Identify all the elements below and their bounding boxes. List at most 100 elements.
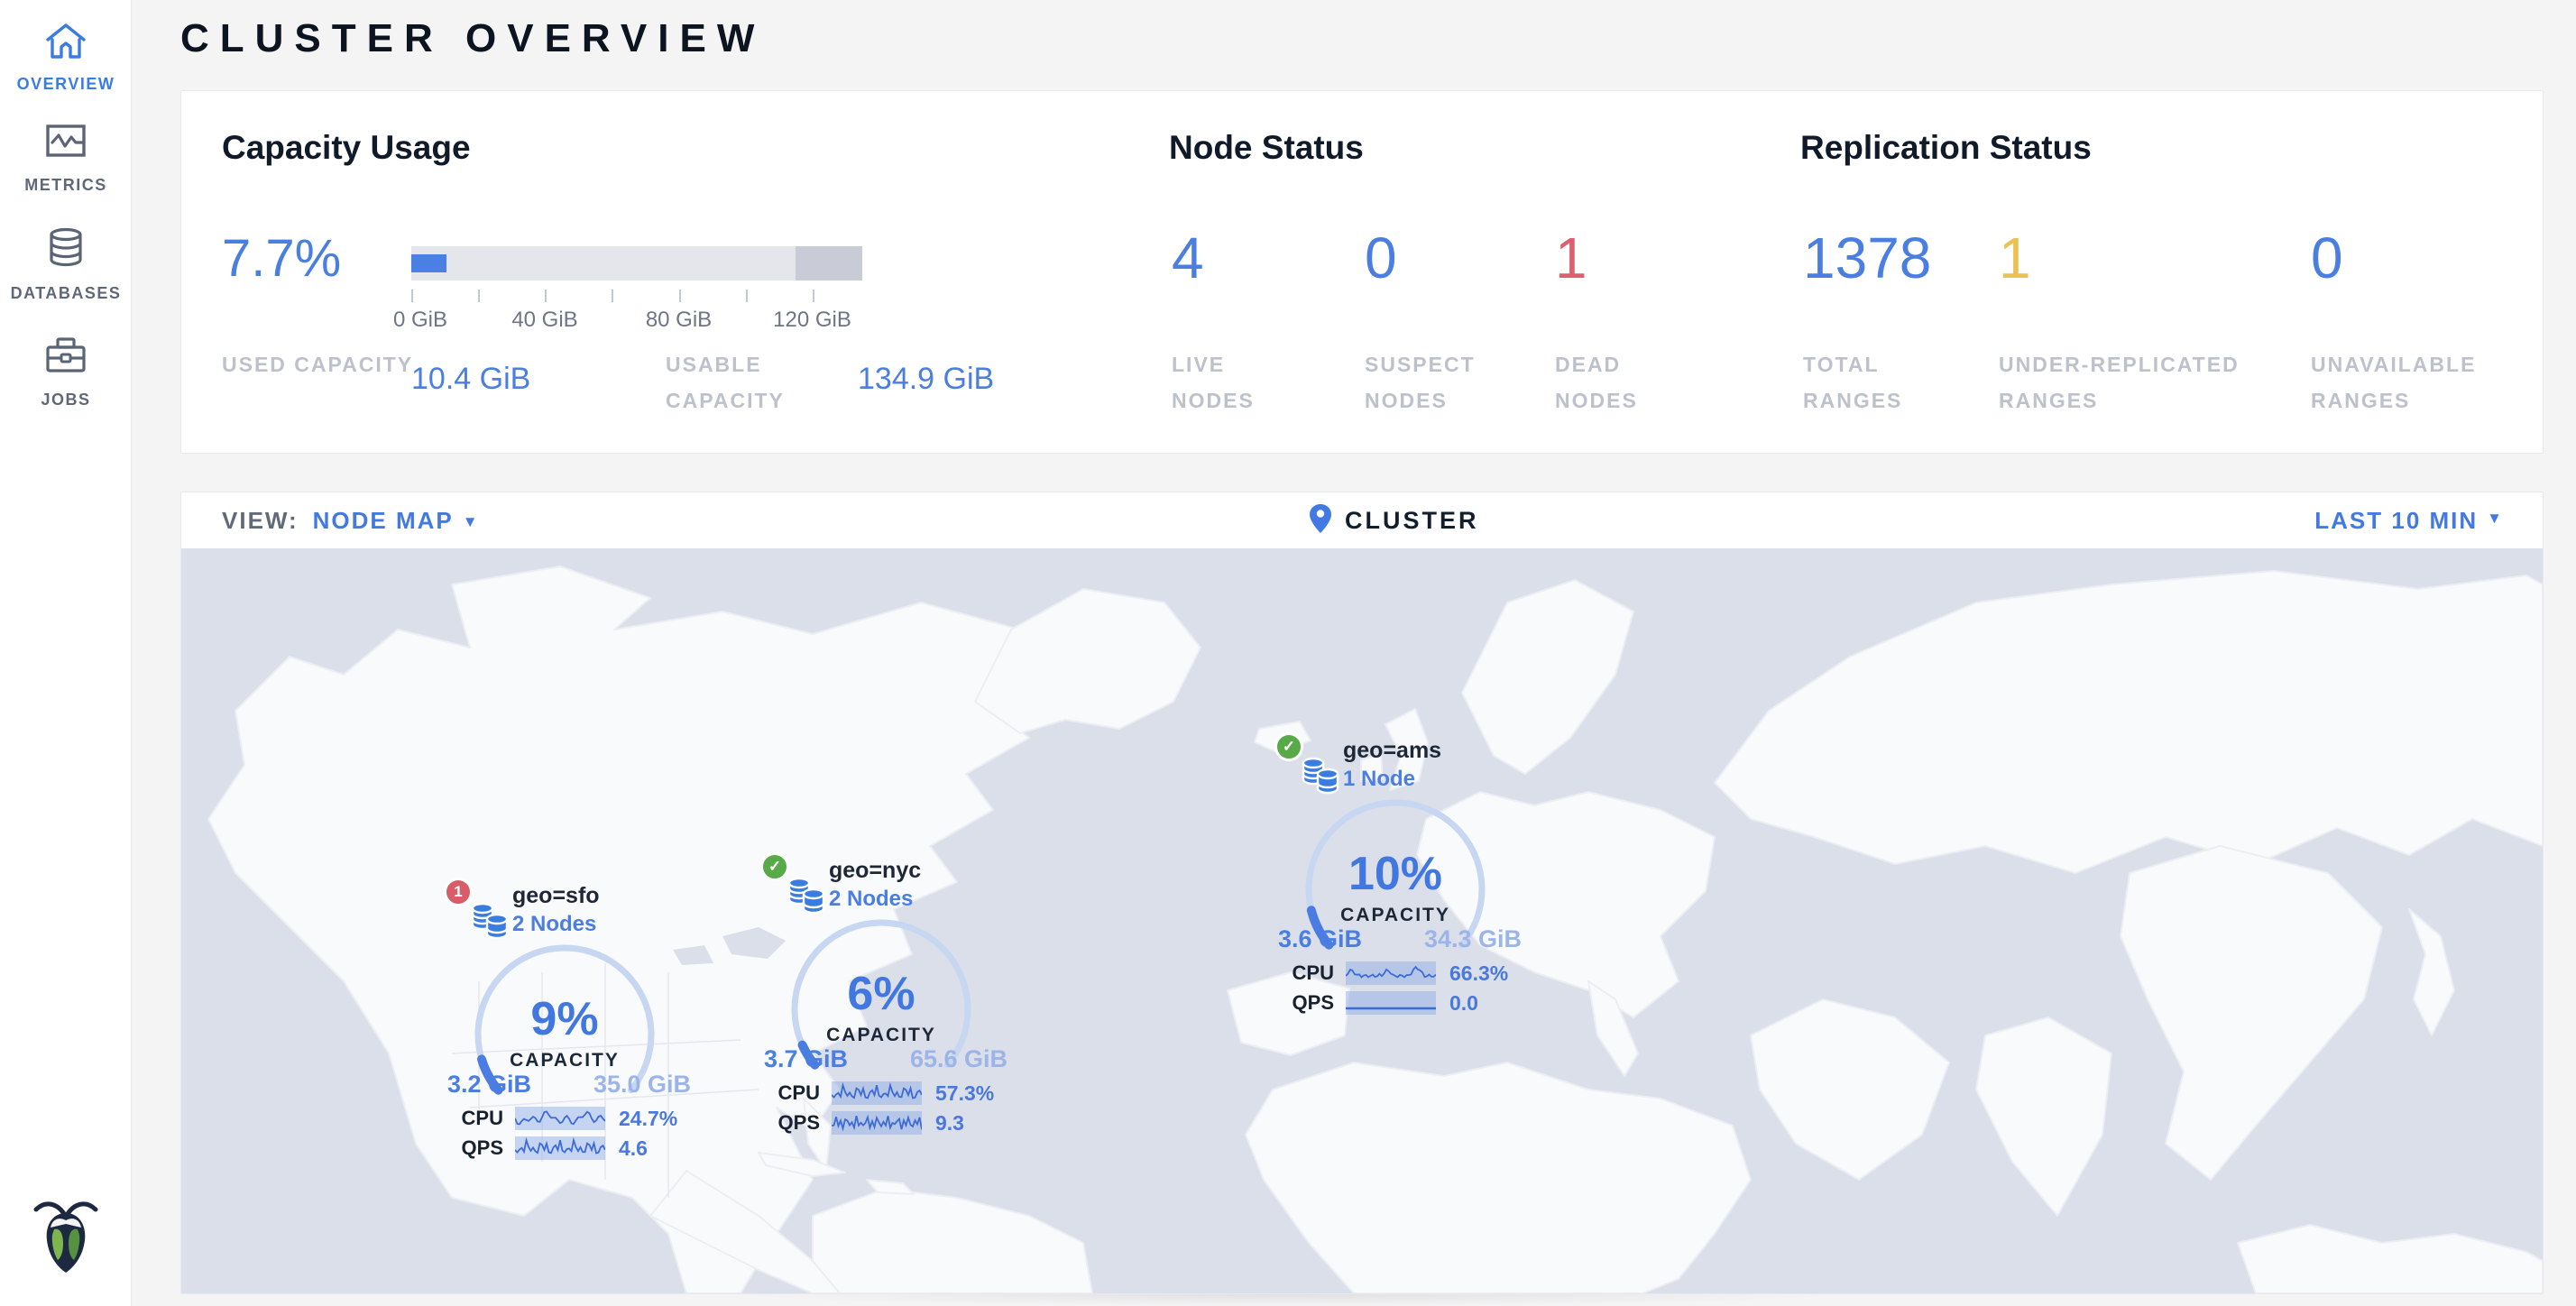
under-replicated-label: UNDER-REPLICATED RANGES — [1999, 353, 2240, 413]
sidebar-item-label: JOBS — [41, 391, 91, 409]
node-locality: geo=nyc — [829, 858, 922, 883]
chevron-down-icon: ▼ — [2487, 510, 2502, 527]
used-capacity-label: USED CAPACITY — [222, 353, 414, 376]
under-replicated-count: 1 — [1999, 225, 2031, 290]
svg-text:CAPACITY: CAPACITY — [826, 1025, 936, 1045]
dead-nodes-label: DEAD NODES — [1555, 353, 1638, 413]
node-used-capacity: 3.6 GiB — [1278, 925, 1363, 952]
map-node-nyc[interactable]: ✓ geo=nyc 2 N — [746, 838, 1017, 1145]
node-db-icon — [1296, 749, 1345, 802]
suspect-nodes-label: SUSPECT NODES — [1365, 353, 1476, 413]
sidebar-item-metrics[interactable]: METRICS — [0, 121, 132, 195]
node-used-capacity: 3.2 GiB — [447, 1071, 532, 1098]
cpu-value: 57.3% — [935, 1081, 995, 1105]
qps-label: QPS — [461, 1136, 503, 1159]
view-label: VIEW: — [222, 506, 299, 534]
warning-badge: 1 — [444, 878, 473, 906]
qps-sparkline — [1346, 991, 1436, 1015]
cockroachdb-logo — [0, 1193, 132, 1281]
sidebar-item-label: DATABASES — [10, 284, 122, 302]
qps-sparkline — [515, 1136, 605, 1160]
next-panel-shadow — [749, 1294, 1831, 1306]
svg-text:CAPACITY: CAPACITY — [510, 1050, 620, 1071]
used-capacity-value: 10.4 GiB — [411, 362, 531, 396]
capacity-bar: 0 GiB 40 GiB 80 GiB 120 GiB — [393, 246, 862, 333]
node-db-icon — [465, 894, 514, 947]
cpu-label: CPU — [461, 1107, 503, 1129]
time-range-selector[interactable]: LAST 10 MIN ▼ — [2314, 506, 2502, 534]
suspect-nodes-count: 0 — [1365, 225, 1397, 290]
map-pin-icon — [1309, 503, 1332, 538]
capacity-bar-ticks — [411, 290, 862, 304]
world-map-svg — [207, 566, 2543, 1293]
svg-text:10%: 10% — [1348, 848, 1442, 900]
node-usable-capacity: 65.6 GiB — [909, 1045, 1007, 1072]
map-node-sfo[interactable]: 1 geo=sfo 2 N — [429, 863, 700, 1170]
qps-sparkline — [832, 1111, 922, 1135]
node-locality: geo=sfo — [512, 883, 600, 908]
node-used-capacity: 3.7 GiB — [764, 1045, 849, 1072]
node-locality: geo=ams — [1343, 738, 1442, 763]
cpu-label: CPU — [1292, 961, 1334, 984]
live-nodes-count: 4 — [1172, 225, 1204, 290]
cpu-value: 24.7% — [619, 1107, 678, 1130]
tick-label: 40 GiB — [511, 308, 578, 332]
qps-value: 0.0 — [1449, 991, 1478, 1015]
cpu-value: 66.3% — [1449, 961, 1509, 985]
cpu-sparkline — [832, 1081, 922, 1105]
node-usable-capacity: 35.0 GiB — [593, 1071, 691, 1098]
view-selector[interactable]: NODE MAP ▼ — [312, 506, 480, 534]
tick-label: 120 GiB — [773, 308, 851, 332]
capacity-bar-used — [411, 254, 446, 272]
page-title: CLUSTER OVERVIEW — [180, 16, 766, 60]
total-ranges-count: 1378 — [1803, 225, 1932, 290]
cpu-sparkline — [515, 1107, 605, 1130]
usable-capacity-label: USABLE CAPACITY — [666, 353, 785, 413]
sidebar-item-jobs[interactable]: JOBS — [0, 334, 132, 409]
sidebar-item-overview[interactable]: OVERVIEW — [0, 20, 132, 94]
capacity-gauge: 9% CAPACITY — [474, 944, 655, 1095]
qps-value: 4.6 — [619, 1136, 648, 1160]
capacity-gauge: 6% CAPACITY — [791, 919, 971, 1070]
map-node-ams[interactable]: ✓ geo=ams 1 N — [1260, 718, 1531, 1025]
cpu-sparkline — [1346, 961, 1436, 985]
breadcrumb-cluster[interactable]: CLUSTER — [1345, 506, 1479, 534]
metrics-chart-icon — [0, 121, 132, 167]
tick-label: 0 GiB — [392, 308, 448, 332]
svg-text:6%: 6% — [847, 968, 915, 1020]
cpu-label: CPU — [777, 1081, 820, 1104]
node-count[interactable]: 2 Nodes — [829, 887, 914, 911]
usable-capacity-value: 134.9 GiB — [858, 362, 995, 396]
capacity-bar-reserved — [796, 246, 862, 281]
capacity-usage-heading: Capacity Usage — [222, 129, 471, 166]
unavailable-ranges-count: 0 — [2311, 225, 2343, 290]
node-status-heading: Node Status — [1169, 129, 1364, 166]
home-icon — [0, 20, 132, 66]
capacity-used-percent: 7.7% — [222, 229, 342, 288]
healthy-badge: ✓ — [1274, 732, 1303, 761]
briefcase-icon — [0, 334, 132, 382]
node-map-panel: VIEW: NODE MAP ▼ CLUSTER LAST 10 MIN ▼ — [180, 492, 2544, 1294]
qps-value: 9.3 — [935, 1111, 964, 1135]
sidebar-item-databases[interactable]: DATABASES — [0, 225, 132, 303]
total-ranges-label: TOTAL RANGES — [1803, 353, 1903, 413]
node-count[interactable]: 2 Nodes — [512, 912, 597, 936]
tick-label: 80 GiB — [645, 308, 713, 332]
node-count[interactable]: 1 Node — [1343, 767, 1416, 791]
sidebar-item-label: OVERVIEW — [16, 75, 115, 93]
qps-label: QPS — [1292, 991, 1334, 1014]
replication-status-heading: Replication Status — [1800, 129, 2092, 166]
qps-label: QPS — [777, 1111, 820, 1134]
database-icon — [0, 225, 132, 275]
sidebar-item-label: METRICS — [24, 176, 107, 194]
node-db-icon — [782, 869, 831, 922]
unavailable-ranges-label: UNAVAILABLE RANGES — [2311, 353, 2477, 413]
healthy-badge: ✓ — [760, 852, 789, 881]
node-usable-capacity: 34.3 GiB — [1423, 925, 1522, 952]
svg-text:CAPACITY: CAPACITY — [1340, 905, 1450, 925]
capacity-bar-track — [411, 246, 862, 281]
sidebar: OVERVIEW METRICS DATABASES — [0, 0, 132, 1306]
world-map[interactable]: 1 geo=sfo 2 N — [181, 548, 2543, 1293]
summary-panel: Capacity Usage 7.7% 0 GiB 40 GiB 80 GiB … — [180, 90, 2544, 454]
